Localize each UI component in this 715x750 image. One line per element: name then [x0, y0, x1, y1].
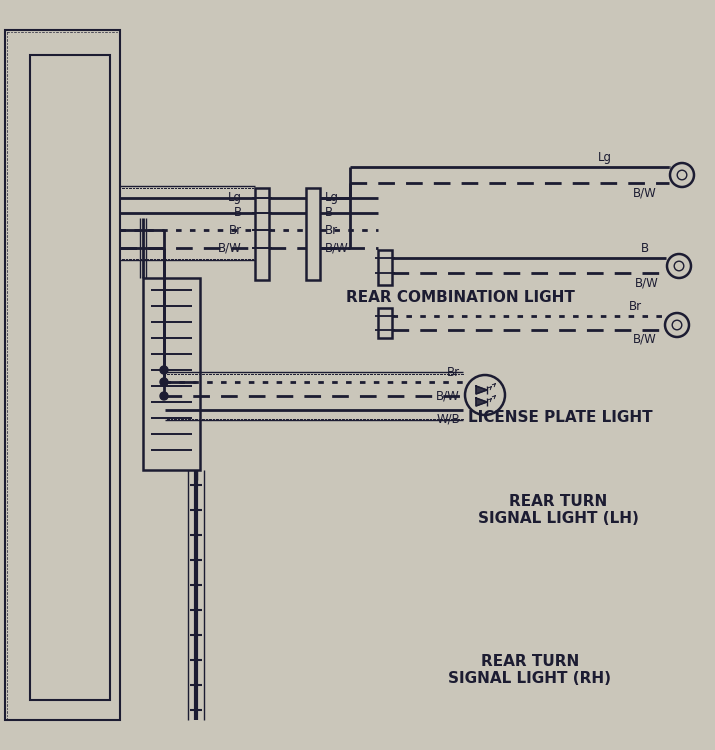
Bar: [30, 55, 110, 700]
Text: REAR COMBINATION LIGHT: REAR COMBINATION LIGHT: [345, 290, 574, 305]
Bar: [5, 30, 120, 720]
Text: B: B: [325, 206, 333, 220]
Text: Lg: Lg: [325, 191, 339, 205]
Text: Br: Br: [325, 224, 338, 236]
Text: Lg: Lg: [598, 151, 612, 164]
Polygon shape: [476, 398, 487, 406]
Bar: [143, 278, 200, 470]
Circle shape: [160, 392, 168, 400]
Text: B/W: B/W: [325, 242, 349, 254]
Text: REAR TURN
SIGNAL LIGHT (RH): REAR TURN SIGNAL LIGHT (RH): [448, 654, 611, 686]
Bar: [306, 188, 320, 280]
Text: Lg: Lg: [228, 191, 242, 205]
Text: B: B: [641, 242, 649, 255]
Circle shape: [160, 366, 168, 374]
Bar: [255, 188, 269, 280]
Text: B/W: B/W: [633, 333, 657, 346]
Text: Br: Br: [447, 366, 460, 379]
Text: Br: Br: [229, 224, 242, 236]
Text: B/W: B/W: [635, 276, 659, 289]
Bar: [378, 308, 392, 338]
Polygon shape: [476, 386, 487, 394]
Text: Br: Br: [629, 300, 642, 313]
Text: B/W: B/W: [633, 186, 657, 199]
Text: B/W: B/W: [436, 389, 460, 403]
Text: W/B: W/B: [436, 413, 460, 426]
Circle shape: [160, 378, 168, 386]
Text: B: B: [234, 206, 242, 220]
Text: LICENSE PLATE LIGHT: LICENSE PLATE LIGHT: [468, 410, 652, 425]
Bar: [378, 250, 392, 285]
Text: B/W: B/W: [218, 242, 242, 254]
Text: REAR TURN
SIGNAL LIGHT (LH): REAR TURN SIGNAL LIGHT (LH): [478, 494, 638, 526]
